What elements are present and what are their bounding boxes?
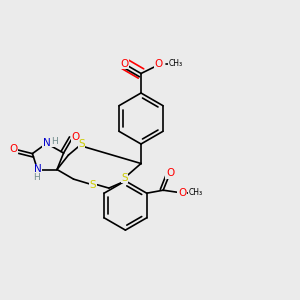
Text: O: O <box>155 59 163 69</box>
Text: O: O <box>120 59 129 69</box>
Text: O: O <box>71 132 80 142</box>
Text: S: S <box>78 139 85 149</box>
Text: O: O <box>9 143 18 154</box>
Text: N: N <box>34 164 41 175</box>
Text: H: H <box>33 172 39 182</box>
Text: H: H <box>52 137 58 146</box>
Text: CH₃: CH₃ <box>188 188 202 197</box>
Text: O: O <box>166 168 174 178</box>
Text: CH₃: CH₃ <box>168 59 183 68</box>
Text: O: O <box>178 188 186 198</box>
Text: S: S <box>89 179 96 190</box>
Text: S: S <box>121 173 128 183</box>
Text: N: N <box>43 138 50 148</box>
